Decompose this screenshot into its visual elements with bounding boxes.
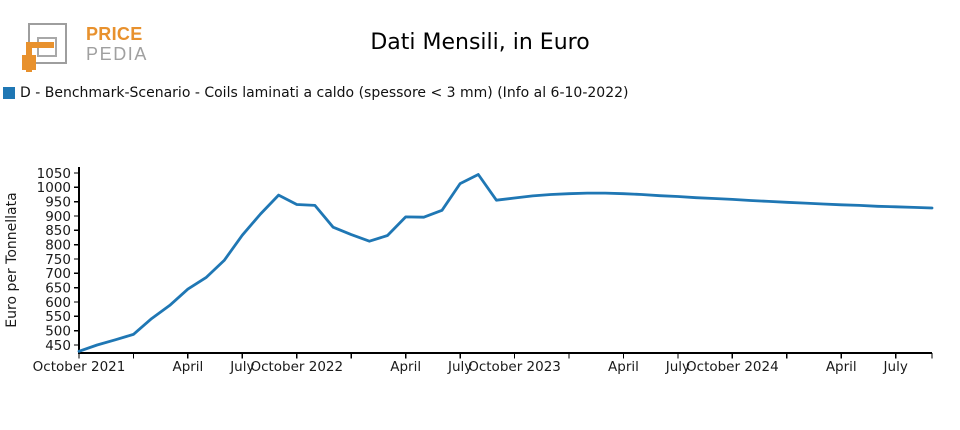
y-tick-label: 800 [45, 237, 71, 253]
x-tick-label: July [883, 359, 908, 375]
x-tick-label: July [229, 359, 254, 375]
legend-label: D - Benchmark-Scenario - Coils laminati … [20, 85, 629, 101]
y-tick-label: 550 [45, 309, 71, 325]
y-tick-label: 450 [45, 338, 71, 354]
y-tick-label: 1000 [37, 180, 71, 196]
logo-orange-square [22, 55, 36, 70]
pricepedia-logo: PRICE PEDIA [20, 16, 190, 74]
x-tick-label: July [665, 359, 690, 375]
y-tick-label: 650 [45, 280, 71, 296]
x-tick-label: April [608, 359, 639, 375]
legend-marker [3, 87, 15, 99]
y-axis-title: Euro per Tonnellata [4, 192, 20, 327]
logo-text-pedia: PEDIA [86, 44, 149, 64]
y-tick-label: 950 [45, 194, 71, 210]
x-tick-label: October 2021 [33, 359, 126, 375]
x-tick-label: October 2022 [250, 359, 343, 375]
price-line-series [77, 173, 934, 353]
y-tick-label: 500 [45, 323, 71, 339]
x-tick-label: April [172, 359, 203, 375]
x-tick-label: April [826, 359, 857, 375]
x-tick-label: October 2024 [686, 359, 779, 375]
legend: D - Benchmark-Scenario - Coils laminati … [3, 85, 628, 101]
x-tick-label: April [390, 359, 421, 375]
y-tick-label: 850 [45, 223, 71, 239]
y-tick-label: 1050 [37, 166, 71, 182]
pricepedia-logo-icon [20, 16, 78, 74]
y-tick-label: 600 [45, 295, 71, 311]
x-tick-label: July [447, 359, 472, 375]
x-tick-label: October 2023 [468, 359, 561, 375]
y-tick-label: 700 [45, 266, 71, 282]
logo-text-price: PRICE [86, 24, 143, 44]
page-title: Dati Mensili, in Euro [370, 30, 590, 55]
y-tick-label: 750 [45, 252, 71, 268]
logo-text: PRICE PEDIA [86, 25, 148, 63]
y-tick-label: 900 [45, 209, 71, 225]
